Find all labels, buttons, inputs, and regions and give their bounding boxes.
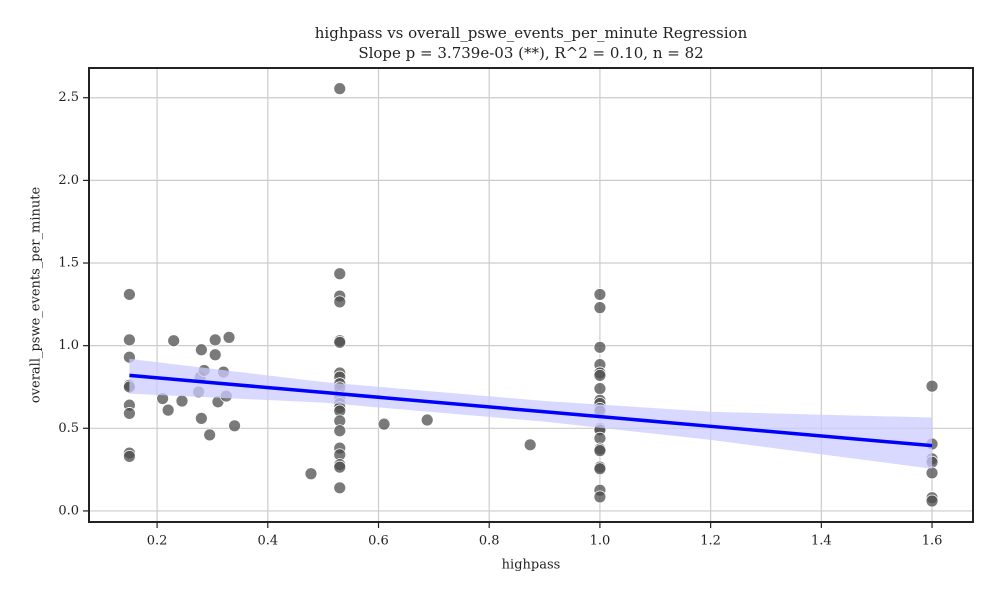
x-tick-label: 0.2: [147, 534, 168, 549]
scatter-point: [593, 288, 607, 301]
x-tick-label: 0.6: [368, 534, 389, 549]
scatter-point: [222, 330, 236, 344]
x-axis-label: highpass: [502, 558, 561, 573]
scatter-point: [333, 267, 347, 281]
scatter-point: [208, 333, 222, 347]
scatter-point: [194, 411, 208, 425]
x-tick-label: 1.2: [700, 534, 721, 549]
chart-subtitle: Slope p = 3.739e-03 (**), R^2 = 0.10, n …: [358, 44, 703, 62]
y-tick-label: 1.5: [58, 256, 79, 271]
scatter-point: [123, 407, 136, 420]
scatter-point: [523, 438, 537, 452]
regression-line: [129, 373, 933, 448]
scatter-point: [593, 369, 607, 382]
scatter-point: [925, 379, 939, 393]
x-tick-label: 1.6: [922, 534, 943, 549]
scatter-point: [203, 428, 217, 442]
scatter-point: [333, 460, 347, 474]
y-tick-label: 2.5: [58, 90, 79, 105]
chart-title: highpass vs overall_pswe_events_per_minu…: [315, 24, 748, 42]
scatter-point: [123, 288, 136, 301]
scatter-point: [593, 462, 607, 476]
scatter-point: [593, 490, 607, 504]
scatter-point: [194, 343, 208, 357]
x-tick-label: 0.4: [257, 534, 278, 549]
scatter-point: [377, 417, 391, 431]
confidence-band: [129, 358, 933, 469]
plot-frame: [88, 67, 974, 523]
y-tick-label: 0.5: [58, 421, 79, 436]
y-tick-label: 1.0: [58, 338, 79, 353]
scatter-point: [593, 301, 607, 315]
scatter-point: [208, 348, 222, 362]
scatter-point: [420, 413, 434, 427]
scatter-point: [333, 424, 347, 438]
scatter-point: [175, 394, 189, 408]
y-tick-label: 2.0: [58, 173, 79, 188]
scatter-point: [333, 335, 347, 349]
x-tick-label: 1.4: [811, 534, 832, 549]
scatter-point: [925, 494, 939, 508]
scatter-point: [228, 419, 241, 433]
scatter-point: [123, 333, 136, 347]
x-tick-label: 0.8: [479, 534, 500, 549]
scatter-point: [593, 444, 607, 458]
scatter-point: [304, 467, 318, 481]
y-axis-label: overall_pswe_events_per_minute: [29, 187, 44, 404]
scatter-point: [333, 82, 347, 96]
scatter-point: [167, 334, 181, 348]
scatter-point: [333, 295, 347, 309]
scatter-point: [161, 403, 175, 417]
x-tick-label: 1.0: [590, 534, 611, 549]
scatter-point: [333, 481, 347, 495]
scatter-point: [593, 431, 607, 445]
y-tick-label: 0.0: [58, 503, 79, 518]
scatter-point: [593, 382, 607, 396]
scatter-point: [123, 449, 136, 463]
scatter-point: [593, 340, 607, 354]
